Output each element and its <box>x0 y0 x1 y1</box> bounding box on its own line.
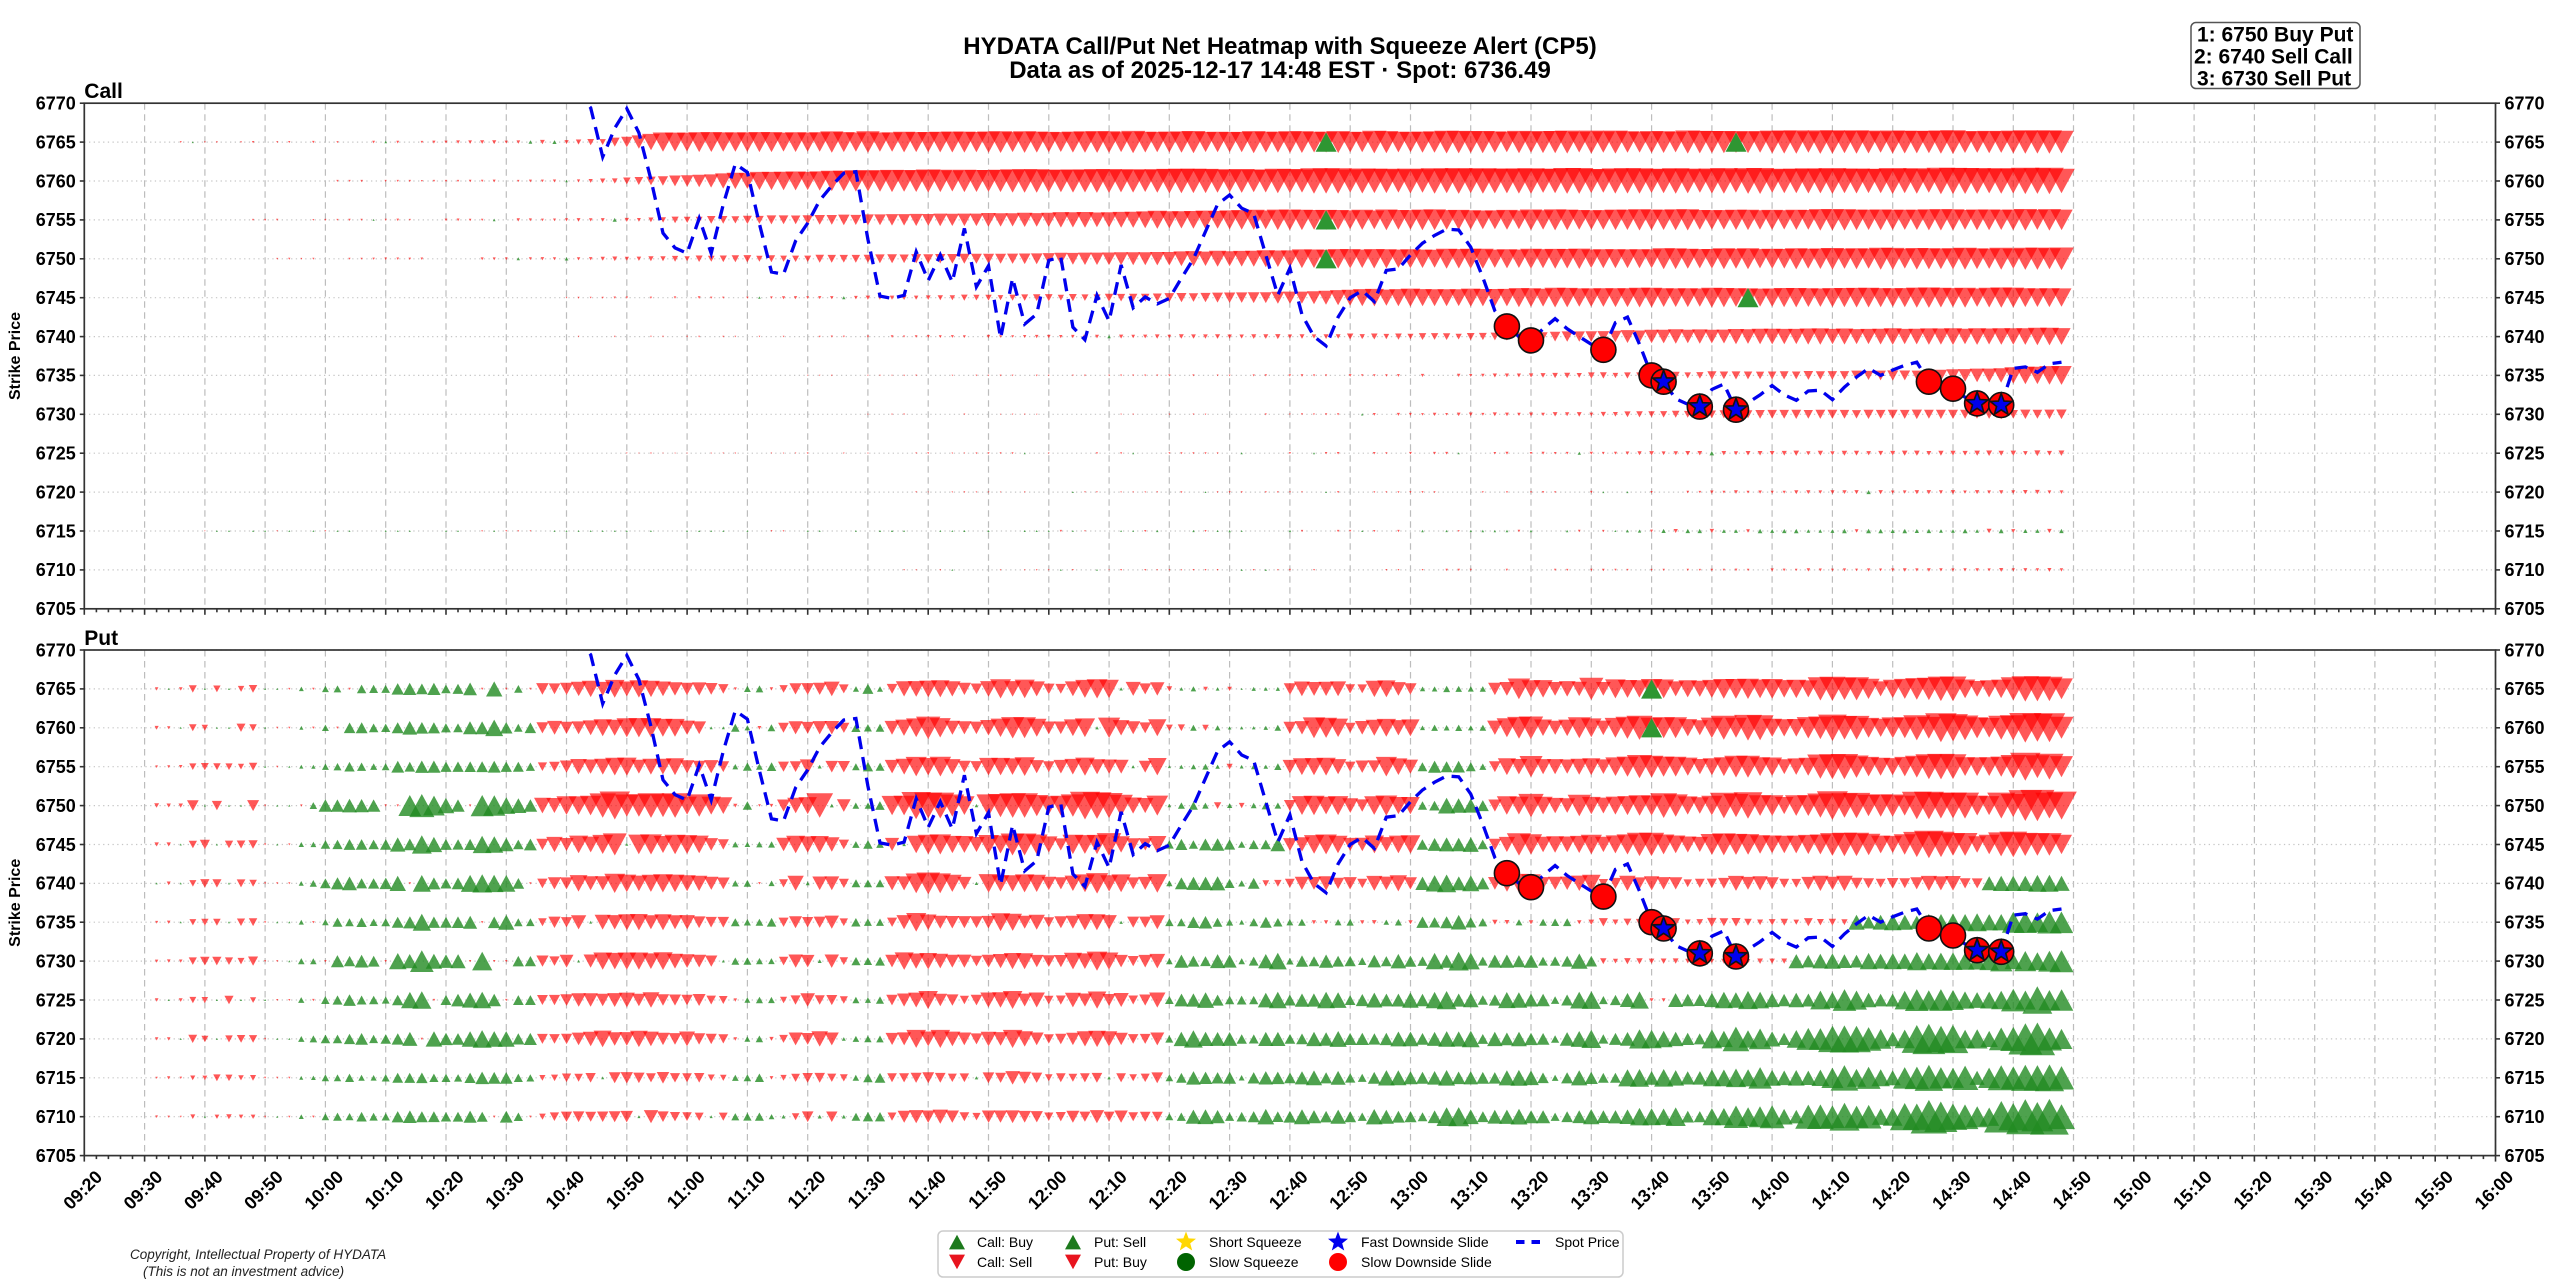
svg-text:6715: 6715 <box>36 521 76 541</box>
svg-text:6765: 6765 <box>2505 132 2545 152</box>
svg-text:6715: 6715 <box>2505 521 2545 541</box>
svg-text:6720: 6720 <box>36 1029 76 1049</box>
svg-text:6730: 6730 <box>2505 951 2545 971</box>
svg-text:Data as of 2025-12-17 14:48 ES: Data as of 2025-12-17 14:48 EST · Spot: … <box>1009 57 1551 84</box>
svg-text:6765: 6765 <box>36 679 76 699</box>
svg-text:6745: 6745 <box>36 288 76 308</box>
svg-text:6745: 6745 <box>36 835 76 855</box>
svg-text:Call: Buy: Call: Buy <box>977 1234 1033 1250</box>
svg-text:3: 6730 Sell Put: 3: 6730 Sell Put <box>2197 68 2351 91</box>
svg-text:6735: 6735 <box>2505 366 2545 386</box>
svg-text:Copyright, Intellectual Proper: Copyright, Intellectual Property of HYDA… <box>130 1247 386 1262</box>
svg-text:6705: 6705 <box>36 599 76 619</box>
svg-text:Short Squeeze: Short Squeeze <box>1209 1234 1302 1250</box>
svg-text:Strike Price: Strike Price <box>7 312 24 400</box>
svg-text:6750: 6750 <box>2505 249 2545 269</box>
svg-text:6725: 6725 <box>2505 444 2545 464</box>
svg-text:6740: 6740 <box>2505 327 2545 347</box>
svg-text:Put: Sell: Put: Sell <box>1094 1234 1146 1250</box>
svg-text:6740: 6740 <box>36 327 76 347</box>
svg-text:6760: 6760 <box>36 171 76 191</box>
svg-text:6710: 6710 <box>2505 1107 2545 1127</box>
svg-text:6730: 6730 <box>36 405 76 425</box>
svg-text:6735: 6735 <box>36 913 76 933</box>
svg-text:6755: 6755 <box>36 210 76 230</box>
svg-text:6765: 6765 <box>2505 679 2545 699</box>
svg-text:6735: 6735 <box>36 366 76 386</box>
svg-text:Spot Price: Spot Price <box>1555 1234 1620 1250</box>
svg-text:6725: 6725 <box>36 444 76 464</box>
svg-text:6750: 6750 <box>36 249 76 269</box>
svg-text:6715: 6715 <box>36 1068 76 1088</box>
svg-text:6760: 6760 <box>2505 718 2545 738</box>
svg-text:Put: Buy: Put: Buy <box>1094 1254 1147 1270</box>
svg-text:6760: 6760 <box>2505 171 2545 191</box>
svg-text:6730: 6730 <box>36 951 76 971</box>
svg-text:Call: Sell: Call: Sell <box>977 1254 1032 1270</box>
svg-text:6755: 6755 <box>2505 757 2545 777</box>
svg-text:6755: 6755 <box>2505 210 2545 230</box>
svg-text:6735: 6735 <box>2505 913 2545 933</box>
svg-text:6770: 6770 <box>36 94 76 114</box>
svg-text:6715: 6715 <box>2505 1068 2545 1088</box>
svg-text:HYDATA Call/Put Net Heatmap wi: HYDATA Call/Put Net Heatmap with Squeeze… <box>963 33 1596 60</box>
svg-text:6730: 6730 <box>2505 405 2545 425</box>
svg-text:6720: 6720 <box>2505 1029 2545 1049</box>
svg-text:6760: 6760 <box>36 718 76 738</box>
svg-text:2: 6740 Sell Call: 2: 6740 Sell Call <box>2194 46 2353 69</box>
svg-text:6725: 6725 <box>2505 990 2545 1010</box>
svg-text:6770: 6770 <box>2505 94 2545 114</box>
svg-text:Strike Price: Strike Price <box>7 859 24 947</box>
svg-text:6755: 6755 <box>36 757 76 777</box>
svg-text:6745: 6745 <box>2505 835 2545 855</box>
svg-text:6705: 6705 <box>2505 1146 2545 1166</box>
svg-text:6725: 6725 <box>36 990 76 1010</box>
svg-text:6710: 6710 <box>36 1107 76 1127</box>
svg-text:6740: 6740 <box>2505 874 2545 894</box>
svg-text:6765: 6765 <box>36 132 76 152</box>
svg-text:6770: 6770 <box>2505 640 2545 660</box>
svg-text:Put: Put <box>84 627 118 650</box>
svg-text:6750: 6750 <box>2505 796 2545 816</box>
svg-text:1: 6750 Buy Put: 1: 6750 Buy Put <box>2197 24 2353 47</box>
svg-text:6710: 6710 <box>2505 560 2545 580</box>
svg-text:6745: 6745 <box>2505 288 2545 308</box>
svg-text:6705: 6705 <box>36 1146 76 1166</box>
svg-text:Call: Call <box>84 80 123 103</box>
svg-text:Slow Downside Slide: Slow Downside Slide <box>1361 1254 1492 1270</box>
svg-text:Slow Squeeze: Slow Squeeze <box>1209 1254 1299 1270</box>
svg-text:6770: 6770 <box>36 640 76 660</box>
svg-text:Fast Downside Slide: Fast Downside Slide <box>1361 1234 1489 1250</box>
svg-text:6750: 6750 <box>36 796 76 816</box>
svg-text:6720: 6720 <box>36 482 76 502</box>
svg-text:6740: 6740 <box>36 874 76 894</box>
svg-text:6705: 6705 <box>2505 599 2545 619</box>
svg-text:6720: 6720 <box>2505 482 2545 502</box>
svg-text:6710: 6710 <box>36 560 76 580</box>
svg-text:(This is not an investment adv: (This is not an investment advice) <box>143 1264 344 1279</box>
